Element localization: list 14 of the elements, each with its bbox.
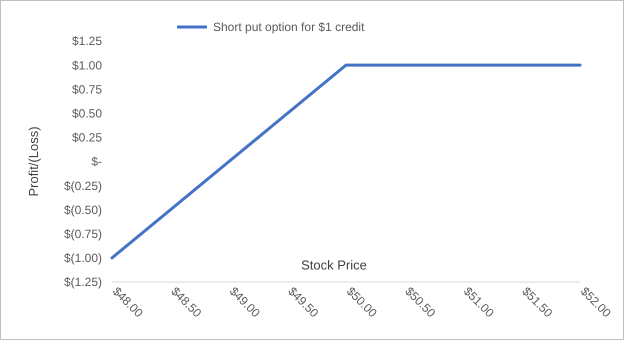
y-tick-label: $(0.75) xyxy=(64,227,102,241)
y-tick-label: $0.50 xyxy=(72,106,102,120)
y-tick-label: $- xyxy=(91,154,102,169)
y-tick-label: $1.00 xyxy=(72,58,102,72)
y-tick-label: $0.75 xyxy=(72,82,102,96)
y-tick-label: $(1.25) xyxy=(64,275,102,290)
y-tick-label: $(1.00) xyxy=(64,251,102,266)
y-tick-label: $(0.50) xyxy=(64,202,102,217)
y-tick-label: $0.25 xyxy=(72,130,102,145)
y-tick-label: $(0.25) xyxy=(64,178,102,193)
legend-label: Short put option for $1 credit xyxy=(213,20,366,34)
y-tick-label: $1.25 xyxy=(72,34,102,48)
x-axis-title: Stock Price xyxy=(301,257,367,272)
y-axis-title: Profit/(Loss) xyxy=(26,126,41,197)
